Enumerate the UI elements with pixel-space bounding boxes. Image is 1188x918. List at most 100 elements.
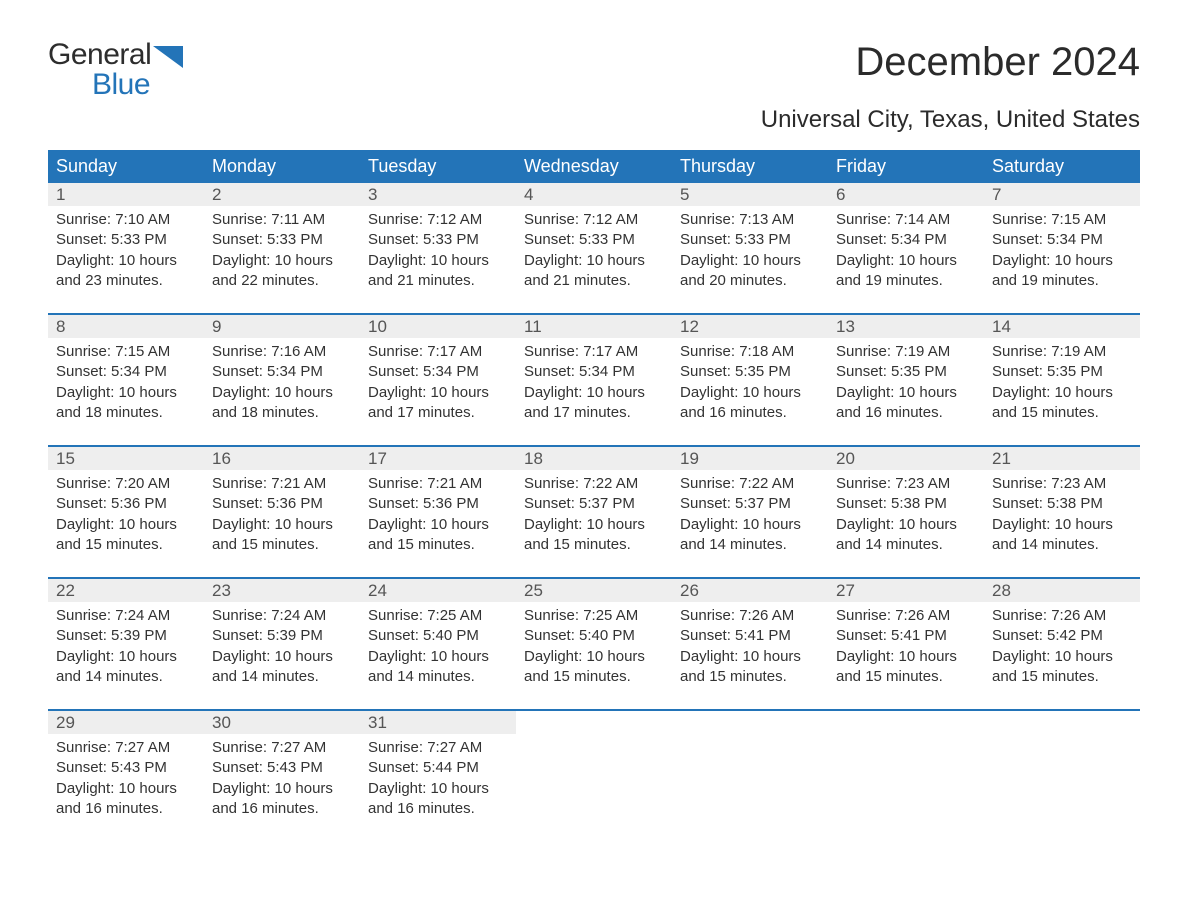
sunset-text: Sunset: 5:36 PM (56, 494, 196, 514)
sunset-text: Sunset: 5:43 PM (56, 758, 196, 778)
day-number-cell: 7 (984, 183, 1140, 206)
day-number-cell: 3 (360, 183, 516, 206)
daylight-text: Daylight: 10 hours and 16 minutes. (368, 779, 508, 820)
day-detail-cell: Sunrise: 7:15 AMSunset: 5:34 PMDaylight:… (984, 206, 1140, 314)
daylight-text: Daylight: 10 hours and 14 minutes. (836, 515, 976, 556)
sunset-text: Sunset: 5:34 PM (56, 362, 196, 382)
sunset-text: Sunset: 5:41 PM (836, 626, 976, 646)
month-title: December 2024 (855, 40, 1140, 85)
sunset-text: Sunset: 5:35 PM (992, 362, 1132, 382)
day-detail-cell: Sunrise: 7:21 AMSunset: 5:36 PMDaylight:… (360, 470, 516, 578)
day-detail-cell: Sunrise: 7:26 AMSunset: 5:41 PMDaylight:… (828, 602, 984, 710)
daylight-text: Daylight: 10 hours and 22 minutes. (212, 251, 352, 292)
daylight-text: Daylight: 10 hours and 16 minutes. (212, 779, 352, 820)
day-detail-cell: Sunrise: 7:20 AMSunset: 5:36 PMDaylight:… (48, 470, 204, 578)
sunrise-text: Sunrise: 7:24 AM (212, 606, 352, 626)
day-detail-cell: Sunrise: 7:22 AMSunset: 5:37 PMDaylight:… (672, 470, 828, 578)
day-detail-cell: Sunrise: 7:23 AMSunset: 5:38 PMDaylight:… (984, 470, 1140, 578)
sunset-text: Sunset: 5:41 PM (680, 626, 820, 646)
day-detail-cell: Sunrise: 7:13 AMSunset: 5:33 PMDaylight:… (672, 206, 828, 314)
sunrise-text: Sunrise: 7:15 AM (992, 210, 1132, 230)
day-number-cell (516, 711, 672, 734)
sunrise-text: Sunrise: 7:23 AM (992, 474, 1132, 494)
daylight-text: Daylight: 10 hours and 21 minutes. (368, 251, 508, 292)
daylight-text: Daylight: 10 hours and 15 minutes. (56, 515, 196, 556)
sunrise-text: Sunrise: 7:27 AM (56, 738, 196, 758)
day-number-cell: 10 (360, 315, 516, 338)
day-number-cell: 2 (204, 183, 360, 206)
day-number-cell: 21 (984, 447, 1140, 470)
day-detail-cell: Sunrise: 7:12 AMSunset: 5:33 PMDaylight:… (360, 206, 516, 314)
sunrise-text: Sunrise: 7:16 AM (212, 342, 352, 362)
day-number-cell: 20 (828, 447, 984, 470)
sunrise-text: Sunrise: 7:23 AM (836, 474, 976, 494)
day-number-cell: 13 (828, 315, 984, 338)
daylight-text: Daylight: 10 hours and 15 minutes. (524, 515, 664, 556)
sunset-text: Sunset: 5:44 PM (368, 758, 508, 778)
day-detail-cell: Sunrise: 7:27 AMSunset: 5:43 PMDaylight:… (48, 734, 204, 841)
day-number-cell (984, 711, 1140, 734)
day-number-cell: 26 (672, 579, 828, 602)
daylight-text: Daylight: 10 hours and 14 minutes. (992, 515, 1132, 556)
day-detail-cell: Sunrise: 7:19 AMSunset: 5:35 PMDaylight:… (828, 338, 984, 446)
sunset-text: Sunset: 5:34 PM (212, 362, 352, 382)
daylight-text: Daylight: 10 hours and 14 minutes. (56, 647, 196, 688)
sunrise-text: Sunrise: 7:18 AM (680, 342, 820, 362)
day-detail-row: Sunrise: 7:27 AMSunset: 5:43 PMDaylight:… (48, 734, 1140, 841)
day-number-row: 15161718192021 (48, 447, 1140, 470)
logo-general-text: General (48, 40, 151, 70)
sunset-text: Sunset: 5:37 PM (524, 494, 664, 514)
sunset-text: Sunset: 5:35 PM (836, 362, 976, 382)
sunrise-text: Sunrise: 7:24 AM (56, 606, 196, 626)
day-number-cell: 16 (204, 447, 360, 470)
day-number-cell: 28 (984, 579, 1140, 602)
sunset-text: Sunset: 5:35 PM (680, 362, 820, 382)
sunrise-text: Sunrise: 7:27 AM (368, 738, 508, 758)
day-detail-cell: Sunrise: 7:23 AMSunset: 5:38 PMDaylight:… (828, 470, 984, 578)
sunrise-text: Sunrise: 7:25 AM (368, 606, 508, 626)
weekday-header: Friday (828, 150, 984, 183)
sunrise-text: Sunrise: 7:21 AM (368, 474, 508, 494)
sunrise-text: Sunrise: 7:22 AM (680, 474, 820, 494)
day-number-cell: 1 (48, 183, 204, 206)
day-number-cell: 23 (204, 579, 360, 602)
day-number-cell: 15 (48, 447, 204, 470)
sunset-text: Sunset: 5:33 PM (680, 230, 820, 250)
day-detail-row: Sunrise: 7:10 AMSunset: 5:33 PMDaylight:… (48, 206, 1140, 314)
daylight-text: Daylight: 10 hours and 14 minutes. (680, 515, 820, 556)
header: General Blue December 2024 (48, 40, 1140, 100)
day-detail-cell: Sunrise: 7:24 AMSunset: 5:39 PMDaylight:… (204, 602, 360, 710)
day-number-cell: 17 (360, 447, 516, 470)
sunset-text: Sunset: 5:40 PM (524, 626, 664, 646)
day-number-cell: 9 (204, 315, 360, 338)
day-number-cell: 24 (360, 579, 516, 602)
day-number-cell: 8 (48, 315, 204, 338)
day-detail-cell: Sunrise: 7:19 AMSunset: 5:35 PMDaylight:… (984, 338, 1140, 446)
day-detail-cell: Sunrise: 7:26 AMSunset: 5:42 PMDaylight:… (984, 602, 1140, 710)
sunrise-text: Sunrise: 7:26 AM (992, 606, 1132, 626)
logo-triangle-icon (153, 46, 183, 68)
weekday-header: Monday (204, 150, 360, 183)
day-detail-row: Sunrise: 7:20 AMSunset: 5:36 PMDaylight:… (48, 470, 1140, 578)
day-number-cell: 11 (516, 315, 672, 338)
sunrise-text: Sunrise: 7:27 AM (212, 738, 352, 758)
day-detail-cell: Sunrise: 7:21 AMSunset: 5:36 PMDaylight:… (204, 470, 360, 578)
daylight-text: Daylight: 10 hours and 16 minutes. (680, 383, 820, 424)
daylight-text: Daylight: 10 hours and 18 minutes. (212, 383, 352, 424)
day-number-cell: 30 (204, 711, 360, 734)
sunrise-text: Sunrise: 7:19 AM (992, 342, 1132, 362)
day-detail-cell: Sunrise: 7:17 AMSunset: 5:34 PMDaylight:… (516, 338, 672, 446)
weekday-header: Saturday (984, 150, 1140, 183)
weekday-header: Wednesday (516, 150, 672, 183)
sunset-text: Sunset: 5:40 PM (368, 626, 508, 646)
sunrise-text: Sunrise: 7:11 AM (212, 210, 352, 230)
daylight-text: Daylight: 10 hours and 17 minutes. (368, 383, 508, 424)
sunset-text: Sunset: 5:33 PM (524, 230, 664, 250)
day-number-cell: 12 (672, 315, 828, 338)
day-detail-cell: Sunrise: 7:16 AMSunset: 5:34 PMDaylight:… (204, 338, 360, 446)
sunrise-text: Sunrise: 7:17 AM (524, 342, 664, 362)
daylight-text: Daylight: 10 hours and 15 minutes. (368, 515, 508, 556)
day-detail-cell: Sunrise: 7:12 AMSunset: 5:33 PMDaylight:… (516, 206, 672, 314)
sunrise-text: Sunrise: 7:13 AM (680, 210, 820, 230)
sunset-text: Sunset: 5:38 PM (836, 494, 976, 514)
